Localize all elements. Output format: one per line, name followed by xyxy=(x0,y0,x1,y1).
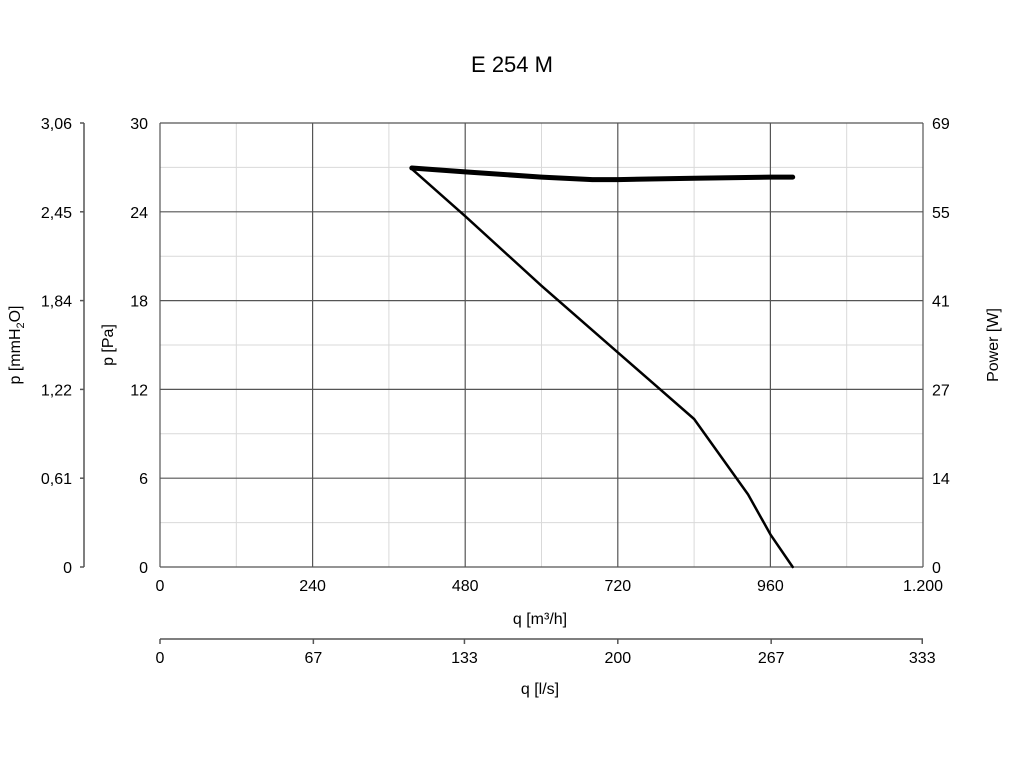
y-tick-label-pa: 24 xyxy=(130,205,148,222)
x-tick-label: 1.200 xyxy=(903,578,943,595)
y-axis-label-mmh2o-prefix: p [mmH xyxy=(7,329,24,385)
y-tick-label-pa: 18 xyxy=(130,294,148,311)
y-axis-label-pa: p [Pa] xyxy=(100,324,117,366)
y-tick-label-power: 69 xyxy=(932,116,950,133)
tick-labels: 0 240 480 720 960 1.200061218243000,611,221,8… xyxy=(41,116,950,667)
y-tick-label-mmh2o: 1,22 xyxy=(41,382,72,399)
y-tick-label-pa: 6 xyxy=(139,471,148,488)
x-tick-label: 0 xyxy=(156,578,165,595)
y-tick-label-mmh2o: 2,45 xyxy=(41,205,72,222)
y-axis-label-power: Power [W] xyxy=(985,308,1002,382)
y-tick-label-mmh2o: 0 xyxy=(63,560,72,577)
y-tick-label-pa: 12 xyxy=(130,382,148,399)
x-tick-label-ls: 267 xyxy=(758,650,785,667)
y-tick-label-pa: 0 xyxy=(139,560,148,577)
x-tick-label-ls: 333 xyxy=(909,650,936,667)
x-tick-label: 960 xyxy=(757,578,784,595)
series-lines xyxy=(409,165,796,569)
x-tick-label-ls: 133 xyxy=(451,650,478,667)
y-tick-label-power: 27 xyxy=(932,382,950,399)
y-tick-label-mmh2o: 0,61 xyxy=(41,471,72,488)
power-curve xyxy=(409,165,796,183)
x-tick-label-ls: 200 xyxy=(604,650,631,667)
y-tick-label-mmh2o: 3,06 xyxy=(41,116,72,133)
x-tick-label: 720 xyxy=(604,578,631,595)
x-axis-label: q [m³/h] xyxy=(513,611,567,628)
y-axis-label-mmh2o-sub: 2 xyxy=(15,322,27,328)
y-tick-label-pa: 30 xyxy=(130,116,148,133)
x-tick-label-ls: 67 xyxy=(304,650,322,667)
chart-grid xyxy=(159,122,924,568)
y-tick-label-power: 41 xyxy=(932,294,950,311)
chart-title: E 254 M xyxy=(471,52,553,77)
y-tick-label-mmh2o: 1,84 xyxy=(41,294,72,311)
y-tick-label-power: 0 xyxy=(932,560,941,577)
pressure-curve xyxy=(410,167,794,569)
y-axis-label-mmh2o-suffix: O] xyxy=(7,305,24,322)
y-tick-label-power: 14 xyxy=(932,471,950,488)
y-tick-label-power: 55 xyxy=(932,205,950,222)
x2-axis-label: q [l/s] xyxy=(521,681,559,698)
x-tick-label: 480 xyxy=(452,578,479,595)
x-tick-label: 240 xyxy=(299,578,326,595)
x-tick-label-ls: 0 xyxy=(156,650,165,667)
y-axis-label-mmh2o: p [mmH2O] xyxy=(7,305,27,384)
